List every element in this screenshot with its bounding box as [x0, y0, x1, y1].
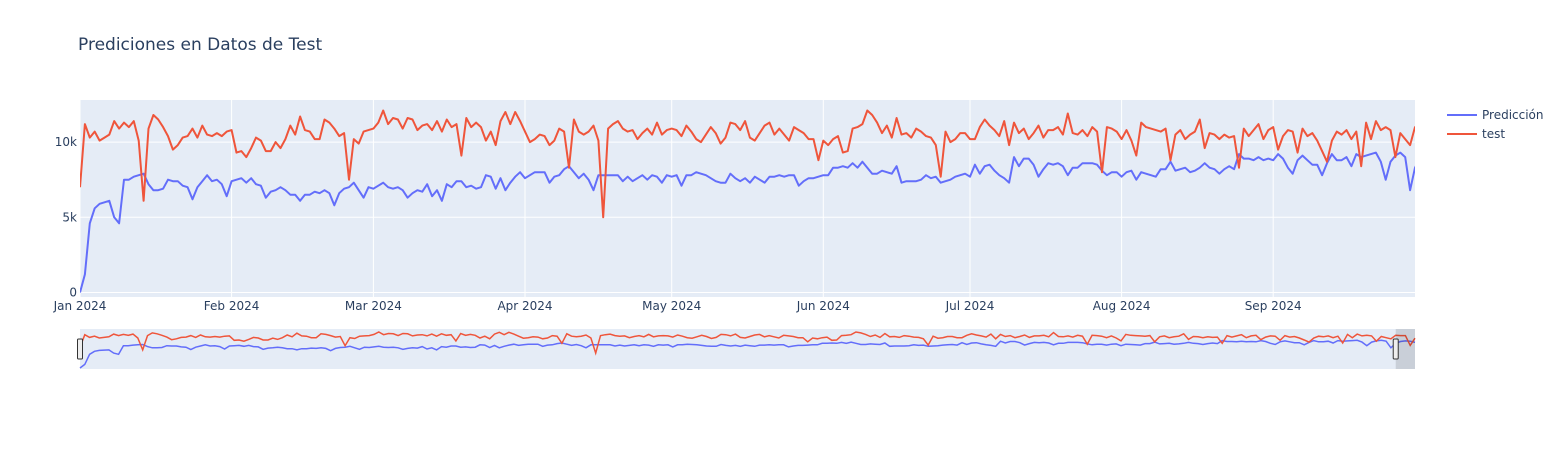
x-tick-label: Jul 2024 — [945, 299, 995, 313]
range-slider[interactable] — [77, 329, 1416, 369]
series-lines — [80, 109, 1415, 293]
range-slider-series-0 — [79, 339, 1416, 369]
legend-item-0[interactable]: Predicción — [1447, 108, 1544, 122]
y-tick-label: 0 — [69, 285, 77, 299]
x-tick-label: Sep 2024 — [1245, 299, 1302, 313]
range-slider-series-1 — [79, 331, 1416, 356]
legend[interactable]: Predicción test — [1447, 108, 1544, 141]
range-slider-mask — [1395, 329, 1415, 369]
x-tick-label: Jun 2024 — [796, 299, 850, 313]
x-tick-label: Apr 2024 — [497, 299, 552, 313]
y-tick-label: 10k — [55, 135, 77, 149]
range-slider-background — [80, 329, 1415, 369]
series-line-0 — [80, 151, 1415, 293]
x-tick-label: Aug 2024 — [1093, 299, 1151, 313]
x-tick-label: May 2024 — [642, 299, 701, 313]
range-slider-right-handle[interactable] — [1392, 338, 1399, 360]
x-tick-label: Feb 2024 — [204, 299, 260, 313]
range-slider-left-handle[interactable] — [77, 338, 83, 360]
legend-item-1[interactable]: test — [1447, 127, 1505, 141]
x-tick-label: Mar 2024 — [345, 299, 402, 313]
gridlines — [79, 100, 1415, 297]
y-tick-label: 5k — [62, 210, 77, 224]
x-axis: Jan 2024 Feb 2024 Mar 2024 Apr 2024 May 2024… — [53, 299, 1302, 313]
legend-label: Predicción — [1482, 108, 1544, 122]
legend-label: test — [1482, 127, 1505, 141]
y-axis: 0 5k 10k — [55, 135, 77, 299]
x-tick-label: Jan 2024 — [53, 299, 107, 313]
series-line-1 — [80, 109, 1415, 219]
chart-title: Prediciones en Datos de Test — [78, 35, 322, 55]
